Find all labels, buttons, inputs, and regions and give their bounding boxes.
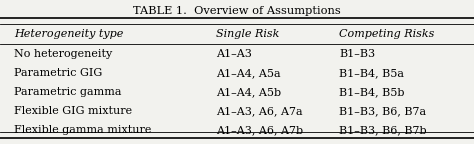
Text: B1–B3, B6, B7a: B1–B3, B6, B7a: [339, 106, 426, 116]
Text: Single Risk: Single Risk: [216, 29, 279, 39]
Text: B1–B4, B5a: B1–B4, B5a: [339, 68, 404, 78]
Text: TABLE 1.  Overview of Assumptions: TABLE 1. Overview of Assumptions: [133, 6, 341, 16]
Text: B1–B3, B6, B7b: B1–B3, B6, B7b: [339, 125, 427, 135]
Text: A1–A3: A1–A3: [216, 49, 252, 59]
Text: B1–B4, B5b: B1–B4, B5b: [339, 87, 404, 97]
Text: No heterogeneity: No heterogeneity: [14, 49, 112, 59]
Text: A1–A3, A6, A7a: A1–A3, A6, A7a: [216, 106, 302, 116]
Text: Parametric gamma: Parametric gamma: [14, 87, 122, 97]
Text: A1–A3, A6, A7b: A1–A3, A6, A7b: [216, 125, 303, 135]
Text: Heterogeneity type: Heterogeneity type: [14, 29, 124, 39]
Text: A1–A4, A5b: A1–A4, A5b: [216, 87, 281, 97]
Text: Parametric GIG: Parametric GIG: [14, 68, 102, 78]
Text: B1–B3: B1–B3: [339, 49, 375, 59]
Text: Flexible GIG mixture: Flexible GIG mixture: [14, 106, 132, 116]
Text: A1–A4, A5a: A1–A4, A5a: [216, 68, 280, 78]
Text: Competing Risks: Competing Risks: [339, 29, 434, 39]
Text: Flexible gamma mixture: Flexible gamma mixture: [14, 125, 152, 135]
